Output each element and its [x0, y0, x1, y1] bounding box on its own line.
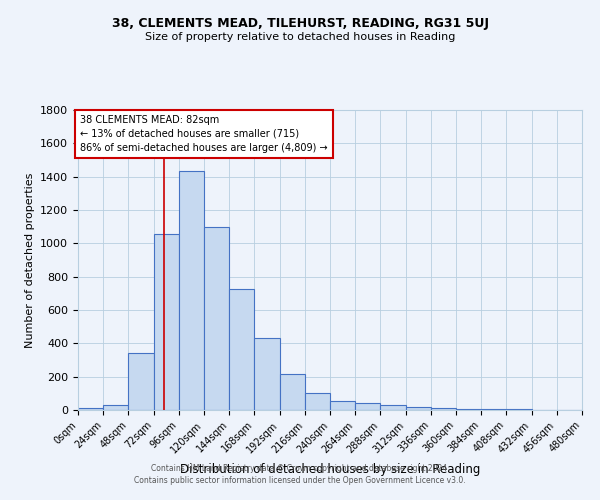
Bar: [330, 401, 355, 410]
Y-axis label: Number of detached properties: Number of detached properties: [25, 172, 35, 348]
Bar: [179, 171, 204, 410]
Text: Size of property relative to detached houses in Reading: Size of property relative to detached ho…: [145, 32, 455, 42]
Text: 38, CLEMENTS MEAD, TILEHURST, READING, RG31 5UJ: 38, CLEMENTS MEAD, TILEHURST, READING, R…: [112, 18, 488, 30]
Bar: [78, 408, 103, 410]
Text: 38 CLEMENTS MEAD: 82sqm
← 13% of detached houses are smaller (715)
86% of semi-d: 38 CLEMENTS MEAD: 82sqm ← 13% of detache…: [80, 115, 328, 153]
Bar: [380, 406, 406, 410]
X-axis label: Distribution of detached houses by size in Reading: Distribution of detached houses by size …: [180, 463, 480, 476]
Bar: [481, 409, 506, 410]
Bar: [280, 374, 305, 410]
Text: Contains HM Land Registry data © Crown copyright and database right 2024.
Contai: Contains HM Land Registry data © Crown c…: [134, 464, 466, 485]
Bar: [229, 289, 254, 410]
Bar: [406, 407, 431, 410]
Bar: [431, 408, 456, 410]
Bar: [355, 403, 380, 410]
Bar: [456, 408, 481, 410]
Bar: [103, 405, 128, 410]
Bar: [254, 338, 280, 410]
Bar: [128, 352, 154, 410]
Bar: [204, 226, 229, 410]
Bar: [154, 234, 179, 410]
Bar: [305, 392, 330, 410]
